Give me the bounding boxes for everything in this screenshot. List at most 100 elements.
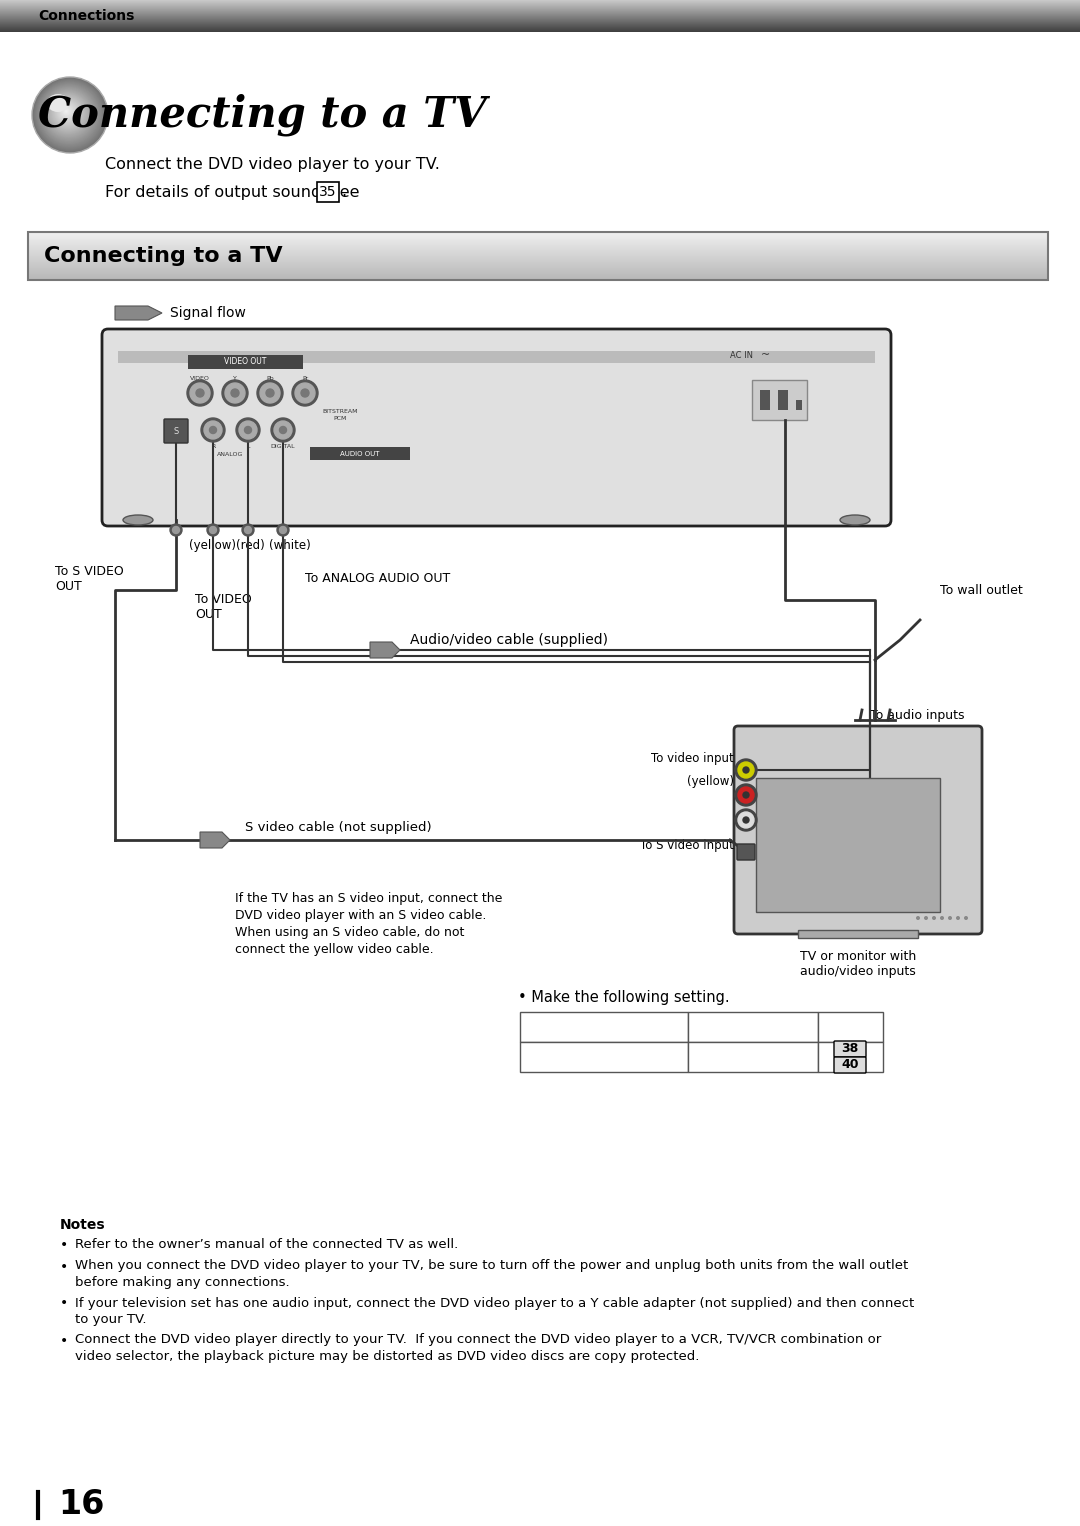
- Circle shape: [940, 916, 944, 920]
- Circle shape: [738, 761, 754, 778]
- Ellipse shape: [58, 104, 75, 121]
- Ellipse shape: [58, 102, 76, 121]
- Circle shape: [738, 812, 754, 829]
- Bar: [778, 391, 788, 410]
- Circle shape: [257, 380, 283, 406]
- Text: To audio inputs: To audio inputs: [870, 708, 964, 722]
- Text: To VIDEO
OUT: To VIDEO OUT: [195, 594, 252, 621]
- Text: (yellow): (yellow): [687, 775, 734, 787]
- Ellipse shape: [52, 96, 83, 128]
- Ellipse shape: [54, 99, 81, 127]
- Ellipse shape: [48, 92, 90, 134]
- Text: S: S: [174, 426, 178, 435]
- Circle shape: [260, 383, 280, 403]
- Text: Connect the DVD video player directly to your TV.  If you connect the DVD video : Connect the DVD video player directly to…: [75, 1334, 881, 1363]
- Text: “Analog 2ch”: “Analog 2ch”: [713, 1050, 794, 1064]
- Circle shape: [225, 383, 245, 403]
- Text: To video input: To video input: [651, 752, 734, 765]
- Text: If your television set has one audio input, connect the DVD video player to a Y : If your television set has one audio inp…: [75, 1297, 915, 1326]
- Text: To S VIDEO
OUT: To S VIDEO OUT: [55, 565, 124, 594]
- Ellipse shape: [62, 107, 71, 116]
- Circle shape: [932, 916, 936, 920]
- Circle shape: [239, 421, 257, 439]
- Text: To S video input: To S video input: [640, 838, 734, 852]
- Ellipse shape: [32, 76, 108, 153]
- Polygon shape: [370, 642, 400, 658]
- Ellipse shape: [38, 84, 100, 145]
- Circle shape: [735, 758, 757, 781]
- Ellipse shape: [37, 81, 103, 148]
- Text: For details of output sound, see: For details of output sound, see: [105, 185, 365, 200]
- Ellipse shape: [46, 92, 91, 136]
- Ellipse shape: [123, 514, 153, 525]
- FancyBboxPatch shape: [734, 726, 982, 934]
- Bar: [796, 400, 802, 410]
- Bar: [519, 1012, 688, 1042]
- Text: R: R: [211, 444, 215, 449]
- Text: Connections: Connections: [38, 9, 134, 23]
- Text: Connect the DVD video player to your TV.: Connect the DVD video player to your TV.: [105, 157, 440, 172]
- Ellipse shape: [53, 98, 82, 128]
- Circle shape: [244, 426, 252, 433]
- Circle shape: [956, 916, 960, 920]
- Bar: [760, 391, 770, 410]
- Bar: [28, 232, 1048, 279]
- Ellipse shape: [41, 85, 97, 142]
- Circle shape: [280, 426, 286, 433]
- Text: Connecting to a TV: Connecting to a TV: [44, 246, 283, 266]
- Ellipse shape: [33, 79, 106, 151]
- Ellipse shape: [45, 90, 92, 136]
- Ellipse shape: [51, 96, 85, 130]
- Bar: [798, 929, 918, 938]
- Circle shape: [924, 916, 928, 920]
- FancyBboxPatch shape: [737, 844, 755, 861]
- Text: Connecting to a TV: Connecting to a TV: [38, 93, 486, 136]
- Text: On-screen display: On-screen display: [548, 1021, 660, 1033]
- Ellipse shape: [42, 87, 96, 140]
- Circle shape: [222, 380, 248, 406]
- Ellipse shape: [40, 85, 98, 143]
- Ellipse shape: [49, 93, 89, 133]
- Circle shape: [276, 523, 289, 536]
- Bar: [688, 1042, 818, 1071]
- Text: If the TV has an S video input, connect the
DVD video player with an S video cab: If the TV has an S video input, connect …: [235, 893, 502, 955]
- Bar: [188, 356, 303, 369]
- Text: .: .: [341, 185, 346, 200]
- Circle shape: [190, 383, 210, 403]
- FancyBboxPatch shape: [752, 380, 807, 420]
- Circle shape: [271, 418, 295, 443]
- Circle shape: [266, 389, 274, 397]
- Ellipse shape: [43, 89, 94, 139]
- FancyBboxPatch shape: [834, 1058, 866, 1073]
- Text: (red): (red): [761, 789, 789, 801]
- Circle shape: [735, 809, 757, 832]
- Ellipse shape: [60, 105, 72, 118]
- Circle shape: [743, 792, 750, 798]
- Text: ~: ~: [761, 349, 771, 360]
- Circle shape: [210, 426, 216, 433]
- Text: •: •: [60, 1259, 68, 1274]
- Bar: [118, 351, 875, 363]
- FancyBboxPatch shape: [834, 1041, 866, 1058]
- Circle shape: [170, 523, 183, 536]
- Text: • Make the following setting.: • Make the following setting.: [518, 990, 730, 1006]
- Ellipse shape: [38, 82, 102, 146]
- Ellipse shape: [35, 79, 105, 150]
- Circle shape: [201, 418, 225, 443]
- Circle shape: [964, 916, 968, 920]
- Circle shape: [948, 916, 951, 920]
- Circle shape: [301, 389, 309, 397]
- Text: Select:: Select:: [731, 1021, 774, 1033]
- Ellipse shape: [32, 78, 107, 153]
- Text: (white): (white): [791, 813, 833, 827]
- Circle shape: [187, 380, 213, 406]
- Text: 38: 38: [841, 1042, 859, 1056]
- Ellipse shape: [54, 99, 80, 125]
- Ellipse shape: [55, 101, 79, 124]
- FancyBboxPatch shape: [316, 182, 339, 201]
- Circle shape: [280, 526, 286, 534]
- Text: ANALOG: ANALOG: [217, 452, 243, 456]
- Ellipse shape: [64, 108, 69, 114]
- Text: (white): (white): [269, 539, 311, 551]
- Ellipse shape: [49, 95, 87, 133]
